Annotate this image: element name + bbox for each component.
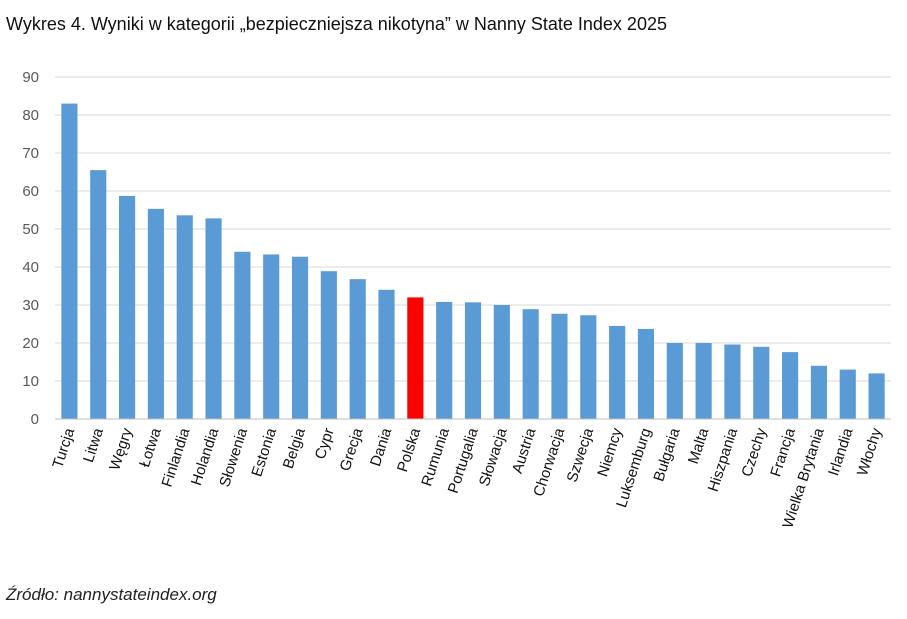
- x-tick-label: Irlandia: [825, 425, 857, 478]
- bar: [176, 215, 193, 419]
- x-tick-label: Estonia: [248, 425, 280, 478]
- bar: [609, 325, 626, 419]
- y-tick-label: 10: [22, 373, 39, 390]
- x-tick-label: Słowacja: [476, 425, 511, 488]
- bar: [436, 301, 453, 419]
- bar: [493, 305, 510, 419]
- bar: [90, 170, 107, 419]
- bar: [522, 309, 539, 419]
- bar: [205, 218, 222, 419]
- x-tick-label: Czechy: [738, 426, 770, 479]
- bar: [61, 103, 78, 419]
- bars: [61, 103, 885, 419]
- x-axis-labels: Turcja Litwa Węgry ŁotwaFinlandiaHolandiaSł…: [49, 425, 885, 530]
- y-tick-label: 30: [22, 297, 39, 314]
- y-tick-label: 20: [22, 335, 39, 352]
- x-tick-label: Turcja: [49, 425, 78, 470]
- x-tick-label: Węgry: [106, 426, 136, 473]
- y-tick-label: 0: [31, 411, 39, 428]
- x-tick-label: Austria: [509, 425, 540, 475]
- x-tick-label: Dania: [367, 425, 395, 468]
- bar: [637, 328, 655, 419]
- bar: [378, 289, 395, 419]
- bar: [320, 271, 337, 419]
- x-tick-label: Niemcy: [594, 426, 626, 479]
- y-tick-label: 80: [22, 107, 39, 124]
- bar: [407, 297, 424, 419]
- y-tick-label: 50: [22, 221, 39, 238]
- bar: [234, 251, 251, 419]
- x-tick-label: Cypr: [312, 426, 338, 461]
- bar-chart: 0 10 20 30 40 50 60 70 80 90 Turcja Litwa Węgry Łotw…: [22, 69, 891, 530]
- x-tick-label: Łotwa: [136, 425, 165, 469]
- x-tick-label: Bułgaria: [650, 425, 683, 483]
- bar: [666, 343, 683, 419]
- bar: [868, 373, 885, 419]
- bar: [810, 365, 828, 419]
- bar: [263, 254, 280, 419]
- x-tick-label: Francja: [767, 425, 799, 478]
- bar: [291, 256, 309, 419]
- bar: [580, 315, 597, 419]
- bar: [695, 343, 712, 419]
- y-tick-label: 90: [22, 69, 39, 86]
- bar: [118, 195, 136, 419]
- bar: [464, 302, 482, 419]
- x-tick-label: Litwa: [80, 425, 107, 464]
- bar: [753, 346, 770, 419]
- x-tick-label: Grecja: [337, 425, 367, 473]
- x-tick-label: Malta: [685, 425, 713, 466]
- y-axis-ticks: 0 10 20 30 40 50 60 70 80 90: [22, 69, 39, 428]
- x-tick-label: Słowenia: [216, 425, 251, 489]
- chart-title: Wykres 4. Wyniki w kategorii „bezpieczni…: [6, 14, 667, 34]
- x-tick-label: Belgia: [280, 425, 309, 471]
- source-note: Źródło: nannystateindex.org: [6, 585, 217, 604]
- y-tick-label: 40: [22, 259, 39, 276]
- bar: [147, 208, 164, 419]
- bar: [724, 344, 741, 419]
- bar: [782, 352, 799, 419]
- bar: [551, 313, 568, 419]
- bar: [839, 369, 856, 419]
- y-tick-label: 60: [22, 183, 39, 200]
- x-tick-label: Szwecja: [564, 425, 598, 484]
- bar: [349, 279, 366, 419]
- x-tick-label: Polska: [394, 425, 424, 474]
- y-tick-label: 70: [22, 145, 39, 162]
- x-tick-label: Włochy: [854, 426, 886, 478]
